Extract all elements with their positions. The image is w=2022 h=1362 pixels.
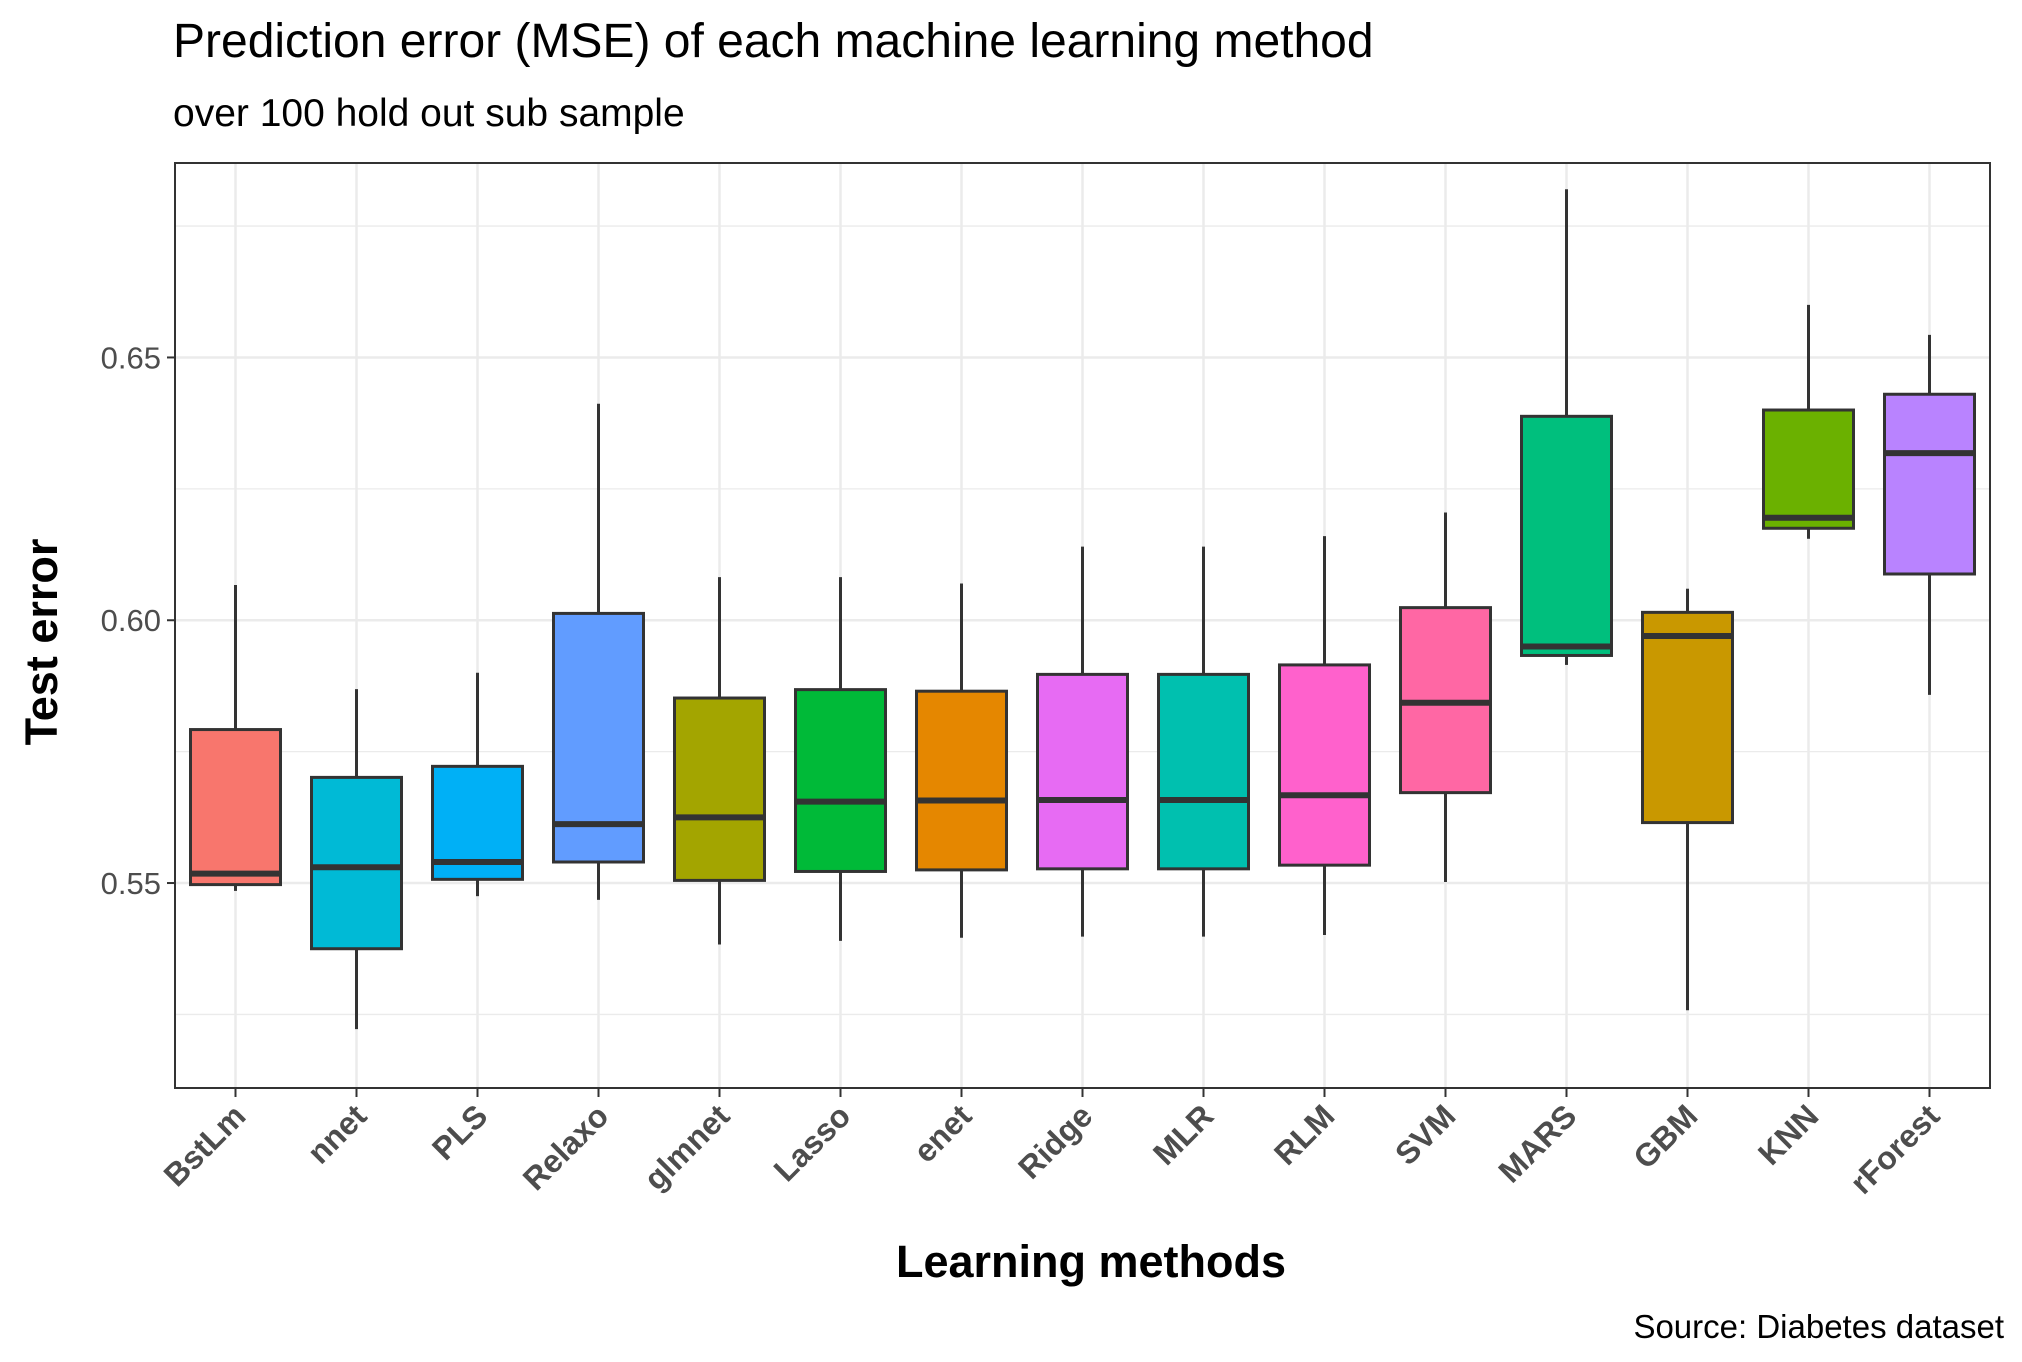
box-gbm: [1641, 588, 1734, 1011]
box-iqr: [1036, 672, 1129, 871]
x-tick-label: Lasso: [767, 1097, 858, 1188]
x-tick-label: enet: [906, 1097, 978, 1169]
x-tick-label: SVM: [1388, 1097, 1462, 1171]
y-tick-label: 0.60: [101, 603, 161, 638]
x-tick-label: glmnet: [637, 1097, 737, 1197]
x-axis: BstLm nnet PLS Relaxo glmnet Lasso enet Ridge ML…: [157, 1088, 1947, 1201]
box-ridge: [1036, 546, 1129, 937]
y-axis: 0.55 0.60 0.65: [101, 340, 175, 901]
box-glmnet: [673, 577, 766, 945]
chart-subtitle: over 100 hold out sub sample: [173, 92, 685, 135]
box-iqr: [189, 728, 282, 887]
box-rlm: [1278, 536, 1371, 936]
x-tick-label: rForest: [1843, 1097, 1947, 1201]
x-tick-label: nnet: [300, 1097, 373, 1170]
box-iqr: [1520, 414, 1613, 657]
box-rforest: [1883, 334, 1976, 695]
x-tick-label: MARS: [1491, 1097, 1583, 1189]
x-tick-label: RLM: [1267, 1097, 1341, 1171]
box-iqr: [794, 688, 887, 873]
box-iqr: [915, 689, 1008, 872]
box-iqr: [1278, 663, 1371, 867]
box-relaxo: [552, 403, 645, 900]
y-tick-label: 0.55: [101, 866, 161, 901]
x-tick-label: KNN: [1751, 1097, 1825, 1171]
x-axis-title: Learning methods: [895, 1236, 1287, 1287]
boxplot-series: [189, 189, 1976, 1030]
box-pls: [431, 672, 524, 897]
box-iqr: [310, 775, 403, 951]
box-mars: [1520, 189, 1613, 665]
x-tick-label: GBM: [1626, 1097, 1704, 1175]
box-iqr: [1641, 610, 1734, 825]
box-iqr: [1883, 392, 1976, 576]
box-enet: [915, 583, 1008, 938]
x-tick-label: Ridge: [1011, 1097, 1099, 1185]
box-iqr: [1762, 408, 1855, 530]
x-tick-label: BstLm: [157, 1097, 253, 1193]
chart-caption: Source: Diabetes dataset: [1633, 1308, 2004, 1345]
box-svm: [1399, 512, 1492, 882]
x-tick-label: Relaxo: [516, 1097, 616, 1197]
box-iqr: [1157, 672, 1250, 871]
box-bstlm: [189, 585, 282, 891]
x-tick-label: MLR: [1146, 1097, 1220, 1171]
box-iqr: [673, 696, 766, 882]
chart-title: Prediction error (MSE) of each machine l…: [173, 15, 1374, 68]
box-nnet: [310, 689, 403, 1030]
y-tick-label: 0.65: [101, 340, 161, 375]
box-iqr: [552, 611, 645, 864]
box-knn: [1762, 304, 1855, 539]
box-mlr: [1157, 546, 1250, 937]
x-tick-label: PLS: [425, 1097, 494, 1166]
box-lasso: [794, 577, 887, 941]
